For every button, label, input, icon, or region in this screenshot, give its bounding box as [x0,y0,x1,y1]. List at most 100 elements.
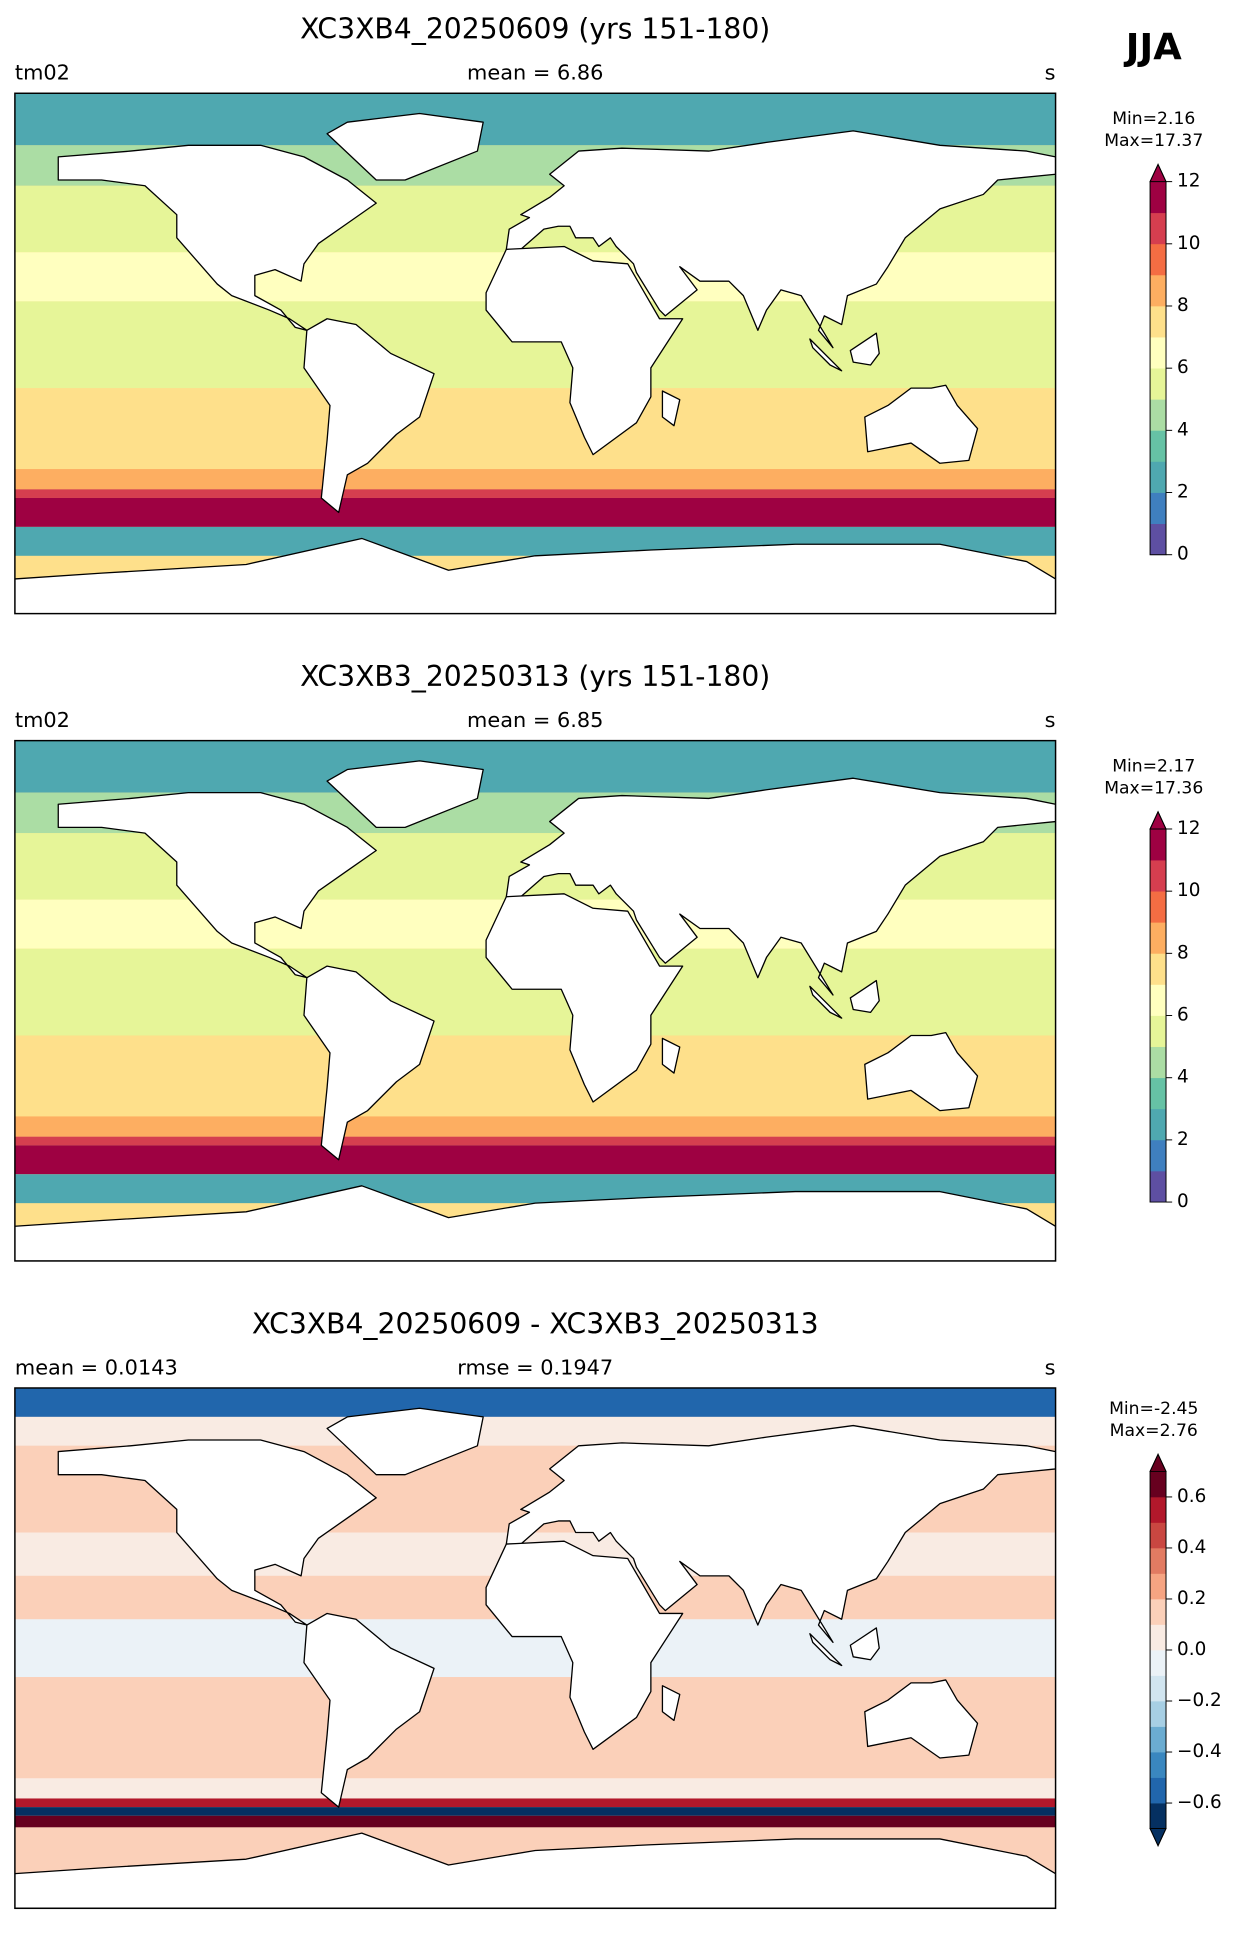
right-label: s [1045,708,1056,732]
map [14,740,1056,1261]
panel-title: XC3XB3_20250313 (yrs 151-180) [300,660,770,693]
colorbar-outline [1149,810,1167,1203]
colorbar-outline [1149,1453,1167,1847]
colorbar-tick-label: 10 [1177,233,1200,254]
colorbar-tick-label: 0.2 [1177,1588,1206,1609]
colorbar-extend-max [1149,1453,1167,1472]
colorbar-extend-max [1149,163,1167,183]
max-label: Max=17.36 [1104,778,1203,798]
colorbar-swatch [1150,305,1167,338]
colorbar-swatch [1150,1522,1167,1549]
left-label: tm02 [15,61,70,85]
map-frame [14,739,1057,1262]
right-label: s [1045,1355,1056,1379]
colorbar-swatch [1150,337,1167,369]
colorbar-swatch [1150,1496,1167,1523]
panel-title: XC3XB4_20250609 (yrs 151-180) [300,13,770,46]
colorbar-tick-label: 6 [1177,357,1189,378]
max-label: Max=2.76 [1110,1421,1198,1441]
colorbar-tick-label: 10 [1177,880,1200,901]
colorbar-tick-label: 0.6 [1177,1486,1206,1507]
left-label: mean = 0.0143 [15,1355,178,1379]
colorbar-swatch [1150,243,1167,276]
colorbar-tick-label: −0.6 [1177,1792,1222,1813]
map-frame [14,92,1057,615]
colorbar-swatch [1150,953,1167,985]
colorbar-tick-label: 0 [1177,544,1189,565]
ocean-band [14,1116,1056,1137]
ocean-band [14,1136,1056,1146]
colorbar-swatch [1150,1077,1167,1110]
colorbar-swatch [1150,1471,1167,1498]
ocean-band [14,1815,1056,1828]
colorbar-swatch [1150,1139,1167,1172]
colorbar-swatch [1150,1803,1167,1829]
colorbar-swatch [1150,1752,1167,1778]
right-label: s [1045,61,1056,85]
colorbar-tick-label: 4 [1177,1067,1189,1088]
colorbar-tick-label: 0.4 [1177,1537,1206,1558]
map-frame [14,1387,1057,1910]
colorbar-swatch [1150,984,1167,1016]
colorbar-swatch [1150,1015,1167,1047]
colorbar-swatch [1150,461,1167,493]
colorbar-swatch [1150,1598,1167,1625]
min-label: Min=2.17 [1112,756,1195,776]
min-label: Min=2.16 [1112,109,1195,129]
ocean-band [14,497,1056,527]
colorbar-swatch [1150,1726,1167,1753]
colorbar-swatch [1150,1573,1167,1600]
colorbar-swatch [1150,399,1167,431]
center-label: mean = 6.86 [467,61,603,85]
ocean-band [14,1778,1056,1799]
colorbar-tick-label: 12 [1177,171,1200,192]
colorbar-swatch [1150,181,1167,214]
colorbar-swatch [1150,1170,1167,1203]
colorbar-swatch [1150,1675,1167,1702]
left-label: tm02 [15,708,70,732]
ocean-band [14,740,1056,793]
colorbar-tick-label: 8 [1177,295,1189,316]
colorbar-extend-min [1149,1828,1167,1847]
colorbar-swatch [1150,1046,1167,1079]
colorbar-swatch [1150,828,1167,861]
colorbar-tick-label: 8 [1177,942,1189,963]
colorbar-tick-label: 2 [1177,1129,1189,1150]
colorbar-outline [1149,163,1167,556]
colorbar-extend-max [1149,810,1167,830]
colorbar-swatch [1150,430,1167,462]
ocean-band [14,1387,1056,1417]
colorbar-swatch [1150,1108,1167,1141]
colorbar-tick-label: −0.4 [1177,1741,1222,1762]
colorbar-swatch [1150,274,1167,307]
panel-title: XC3XB4_20250609 - XC3XB3_20250313 [252,1307,819,1340]
colorbar-tick-label: −0.2 [1177,1690,1222,1711]
colorbar-swatch [1150,1649,1167,1676]
colorbar-swatch [1150,860,1167,892]
map [14,1387,1056,1909]
colorbar-swatch [1150,891,1167,923]
colorbar-tick-label: 0 [1177,1191,1189,1212]
colorbar-tick-label: 2 [1177,482,1189,503]
ocean-band [14,489,1056,498]
colorbar-tick-label: 0.0 [1177,1639,1206,1660]
center-label: mean = 6.85 [467,708,603,732]
colorbar-swatch [1150,922,1167,954]
colorbar-tick-label: 4 [1177,419,1189,440]
map [14,93,1056,614]
colorbar-swatch [1150,1547,1167,1574]
min-label: Min=-2.45 [1109,1399,1198,1419]
ocean-band [14,93,1056,146]
colorbar-swatch [1150,1777,1167,1804]
ocean-band [14,1807,1056,1816]
colorbar-swatch [1150,523,1167,556]
colorbar-swatch [1150,1701,1167,1727]
ocean-band [14,1798,1056,1808]
center-label: rmse = 0.1947 [457,1355,613,1379]
colorbar-swatch [1150,492,1167,524]
colorbar-swatch [1150,368,1167,400]
ocean-band [14,469,1056,490]
ocean-band [14,1145,1056,1175]
